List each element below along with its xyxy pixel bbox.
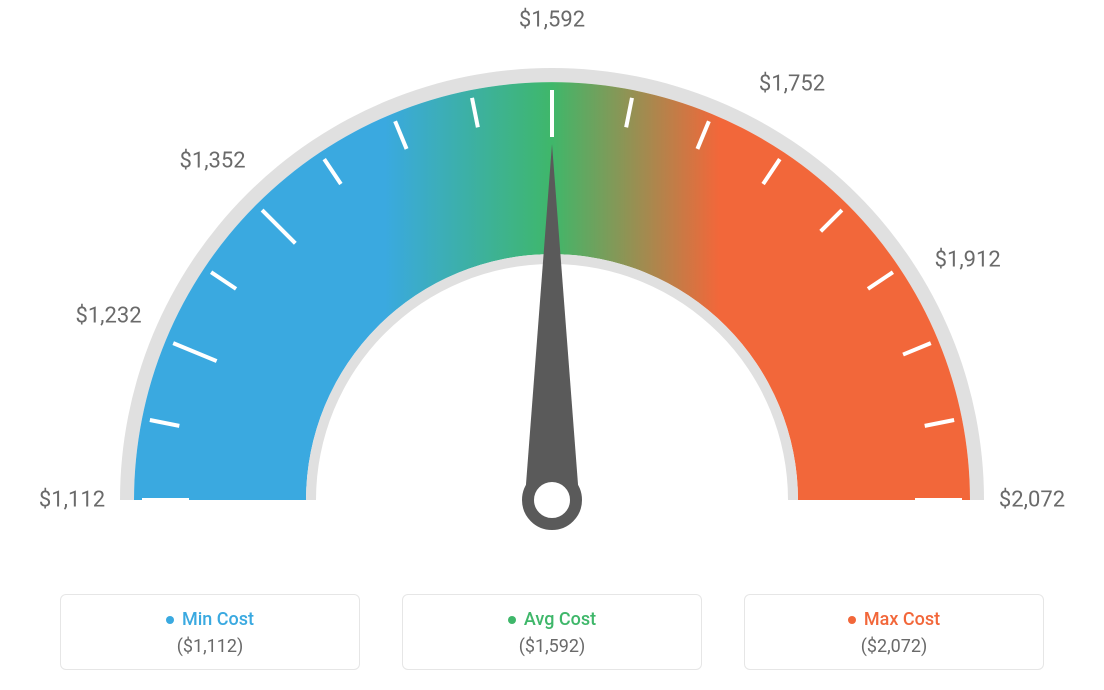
legend-title: Max Cost	[755, 609, 1033, 630]
legend-dot-icon	[166, 616, 174, 624]
gauge-tick-label: $1,592	[519, 8, 585, 33]
chart-container: $1,112 $1,232 $1,352 $1,592 $1,752 $1,912 $2,0…	[0, 0, 1104, 690]
legend-title-text: Max Cost	[864, 609, 940, 630]
gauge-needle-hub	[528, 476, 576, 524]
legend-title: Avg Cost	[413, 609, 691, 630]
legend-dot-icon	[848, 616, 856, 624]
legend-value: ($2,072)	[755, 636, 1033, 657]
legend-title: Min Cost	[71, 609, 349, 630]
gauge-tick-label: $2,072	[999, 488, 1065, 513]
legend-value: ($1,112)	[71, 636, 349, 657]
gauge-chart: $1,112 $1,232 $1,352 $1,592 $1,752 $1,912 $2,0…	[0, 0, 1104, 540]
legend-box-min: Min Cost ($1,112)	[60, 594, 360, 670]
gauge-tick-label: $1,112	[39, 488, 105, 513]
gauge-tick-label: $1,752	[759, 72, 825, 97]
legend-title-text: Min Cost	[182, 609, 254, 630]
gauge-tick-label: $1,912	[935, 248, 1001, 273]
legend-box-max: Max Cost ($2,072)	[744, 594, 1044, 670]
legend-dot-icon	[508, 616, 516, 624]
gauge-tick-label: $1,352	[180, 148, 246, 173]
gauge-tick-label: $1,232	[75, 304, 141, 329]
gauge-svg	[0, 0, 1104, 560]
legend-row: Min Cost ($1,112) Avg Cost ($1,592) Max Cost…	[0, 594, 1104, 670]
legend-title-text: Avg Cost	[524, 609, 596, 630]
legend-value: ($1,592)	[413, 636, 691, 657]
legend-box-avg: Avg Cost ($1,592)	[402, 594, 702, 670]
